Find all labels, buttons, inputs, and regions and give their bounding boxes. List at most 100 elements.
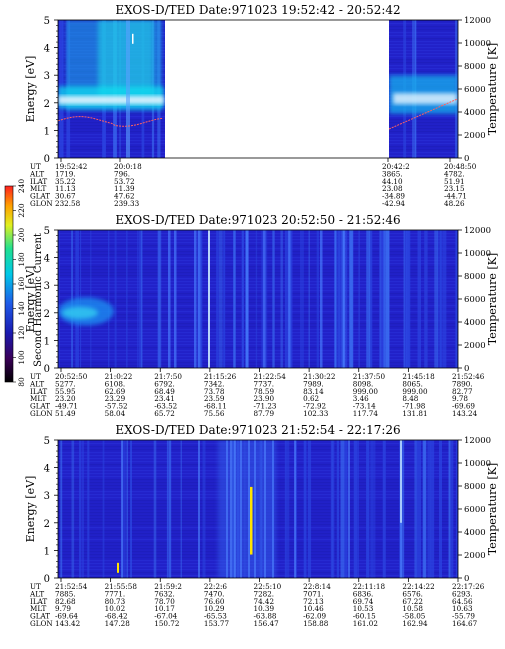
ephemeris-value: -68.42 xyxy=(105,612,128,621)
ephemeris-value: 75.56 xyxy=(204,409,225,418)
y-tick-label: 5 xyxy=(44,436,50,447)
intensity-streak xyxy=(223,230,225,368)
ephemeris-row-label: MLT xyxy=(30,394,47,403)
intensity-streak xyxy=(218,230,223,368)
ephemeris-value: 21:55:58 xyxy=(105,582,138,591)
ephemeris-value: 162.94 xyxy=(402,619,428,628)
ephemeris-value: 21:15:26 xyxy=(204,372,237,381)
ephemeris-value: -63.52 xyxy=(154,402,177,411)
intensity-streak xyxy=(370,440,374,578)
ephemeris-value: -71.98 xyxy=(402,402,425,411)
ephemeris-value: 10.46 xyxy=(303,604,324,613)
ephemeris-value: 19:52:42 xyxy=(55,162,87,171)
ephemeris-value: 23.15 xyxy=(444,184,465,193)
intensity-streak xyxy=(330,440,335,578)
ephemeris-value: 999.00 xyxy=(402,387,428,396)
intensity-streak xyxy=(284,440,287,578)
intensity-streak xyxy=(379,230,381,368)
intensity-streak xyxy=(307,440,312,578)
intensity-streak xyxy=(340,440,345,578)
intensity-streak xyxy=(385,230,390,368)
ephemeris-value: 3865. xyxy=(382,169,403,178)
emission-band-core xyxy=(62,306,98,319)
intensity-streak xyxy=(286,440,290,578)
intensity-streak xyxy=(358,230,360,368)
ephemeris-value: 10.63 xyxy=(452,604,473,613)
ephemeris-value: 23.41 xyxy=(154,394,175,403)
y-tick-label: 1 xyxy=(44,546,50,557)
spectrogram-panel-3: EXOS-D/TED Date:971023 21:52:54 - 22:17:… xyxy=(24,423,499,628)
intensity-streak xyxy=(137,230,139,368)
ephemeris-row-label: MLT xyxy=(30,604,47,613)
ephemeris-value: 20:48:50 xyxy=(444,162,477,171)
intensity-streak xyxy=(427,440,431,578)
intensity-streak xyxy=(226,440,228,578)
ephemeris-value: 8065. xyxy=(402,379,423,388)
y2-tick-label: 10000 xyxy=(464,459,491,469)
ephemeris-value: 7071. xyxy=(303,589,324,598)
ephemeris-value: 23.08 xyxy=(382,184,403,193)
intensity-streak xyxy=(240,440,242,578)
ephemeris-row-label: GLON xyxy=(30,199,53,208)
ephemeris-value: 7342. xyxy=(204,379,225,388)
colorbar-gradient xyxy=(5,186,13,382)
ephemeris-value: 164.67 xyxy=(452,619,478,628)
intensity-streak xyxy=(450,440,454,578)
intensity-streak xyxy=(316,230,319,368)
intensity-spike xyxy=(208,230,210,368)
plot-area xyxy=(58,20,458,158)
ephemeris-value: 21:52:46 xyxy=(452,372,485,381)
ephemeris-value: 20:42:2 xyxy=(382,162,410,171)
y-tick-label: 5 xyxy=(44,16,50,27)
intensity-streak xyxy=(442,230,447,368)
colorbar-tick-label: 140 xyxy=(17,301,26,316)
ephemeris-value: 65.72 xyxy=(154,409,175,418)
ephemeris-value: 20:52:50 xyxy=(55,372,88,381)
intensity-streak xyxy=(102,440,105,578)
ephemeris-value: -69.69 xyxy=(452,402,475,411)
colorbar-tick-label: 220 xyxy=(17,203,26,218)
panel-title: EXOS-D/TED Date:971023 20:52:50 - 21:52:… xyxy=(115,213,400,227)
intensity-streak xyxy=(303,440,307,578)
y2-tick-label: 10000 xyxy=(464,249,491,259)
intensity-streak xyxy=(368,230,373,368)
intensity-streak xyxy=(58,230,60,368)
ephemeris-value: -60.15 xyxy=(353,612,376,621)
ephemeris-row-label: UT xyxy=(30,162,41,171)
ephemeris-value: 21:52:54 xyxy=(55,582,88,591)
y-tick-label: 3 xyxy=(44,281,50,292)
intensity-streak xyxy=(114,230,117,368)
panel-title: EXOS-D/TED Date:971023 19:52:42 - 20:52:… xyxy=(115,3,400,17)
intensity-streak xyxy=(126,440,129,578)
ephemeris-value: 22:2:6 xyxy=(204,582,228,591)
ephemeris-value: 999.00 xyxy=(353,387,379,396)
colorbar-tick-label: 240 xyxy=(17,179,26,194)
ephemeris-value: 83.14 xyxy=(303,387,324,396)
ephemeris-value: 143.24 xyxy=(452,409,478,418)
intensity-spike xyxy=(132,33,134,44)
intensity-streak xyxy=(194,230,197,368)
intensity-streak xyxy=(430,440,435,578)
ephemeris-row-label: ALT xyxy=(29,169,44,178)
intensity-streak xyxy=(166,440,169,578)
ephemeris-value: 51.49 xyxy=(55,409,76,418)
ephemeris-value: -49.71 xyxy=(55,402,78,411)
ephemeris-value: 21:0:22 xyxy=(105,372,133,381)
y2-tick-label: 12000 xyxy=(464,436,491,446)
intensity-streak xyxy=(79,440,81,578)
ephemeris-value: 48.26 xyxy=(444,199,465,208)
intensity-streak xyxy=(294,440,296,578)
y2-tick-label: 2000 xyxy=(464,131,486,141)
ephemeris-value: 239.33 xyxy=(114,199,140,208)
intensity-streak xyxy=(265,230,268,368)
ephemeris-value: 102.33 xyxy=(303,409,329,418)
panel-title: EXOS-D/TED Date:971023 21:52:54 - 22:17:… xyxy=(115,423,400,437)
ephemeris-value: 74.42 xyxy=(254,597,275,606)
data-gap xyxy=(165,20,389,158)
y2-tick-label: 0 xyxy=(464,364,469,374)
ephemeris-value: 11.13 xyxy=(55,184,76,193)
colorbar-tick-label: 200 xyxy=(17,228,26,243)
intensity-streak xyxy=(415,440,418,578)
ephemeris-value: -68.11 xyxy=(204,402,227,411)
intensity-streak xyxy=(381,230,385,368)
